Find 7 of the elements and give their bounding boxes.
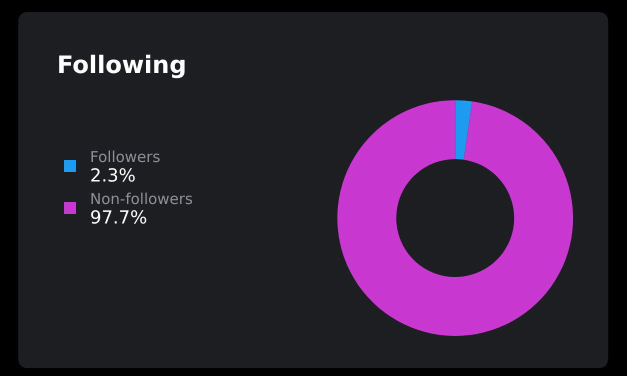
legend-label: Followers [90, 148, 160, 166]
data-label: 97.7% [90, 208, 148, 229]
chart-title: Following [57, 51, 187, 79]
legend-label: Non-followers [90, 190, 193, 208]
data-label: 2.3% [90, 166, 136, 187]
donut-slice [455, 100, 472, 160]
donut-slice [337, 100, 574, 336]
